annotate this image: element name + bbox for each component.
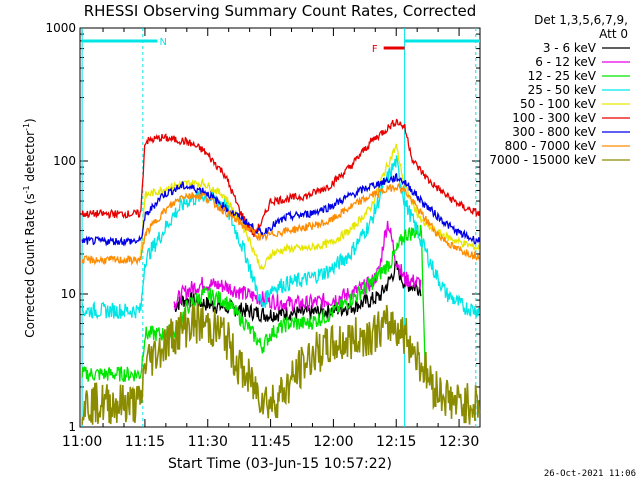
x-tick-label: 11:45 [250,434,290,450]
x-tick-label: 12:30 [439,434,479,450]
x-tick-label: 11:00 [62,434,102,450]
x-axis: 11:00 11:15 11:30 11:45 12:00 12:15 12:30 [62,28,479,450]
series-line-0 [173,260,422,324]
y-tick-label: 10 [61,287,76,301]
x-axis-label: Start Time (03-Jun-15 10:57:22) [168,456,392,472]
legend-label-5: 100 - 300 keV [512,111,596,125]
legend-label-7: 800 - 7000 keV [505,139,597,153]
annotation-layer: NF [82,37,480,55]
annotation-label-1: F [372,44,378,55]
x-tick-label: 11:15 [125,434,165,450]
plot-frame [79,27,481,428]
series-line-6 [81,172,481,247]
series-line-5 [81,118,481,238]
y-axis-label-sup: -1 [22,185,31,193]
y-axis-label-main: Corrected Count Rate (s [23,193,37,337]
legend-label-2: 12 - 25 keV [528,69,597,83]
y-axis: 1 10 100 1000 [45,21,480,434]
y-axis-label: Corrected Count Rate (s-1 detector-1) [22,118,37,337]
y-axis-label-sup-2: -1 [22,123,31,131]
annotation-label-0: N [159,37,166,48]
series-layer [81,118,481,425]
series-line-2 [81,224,426,383]
y-tick-label: 1 [68,420,76,434]
y-tick-label: 100 [53,154,76,168]
legend-label-0: 3 - 6 keV [543,41,597,55]
x-tick-label: 12:15 [376,434,416,450]
series-line-8 [81,302,481,425]
legend-label-3: 25 - 50 keV [528,83,597,97]
x-tick-label: 11:30 [188,434,228,450]
legend-header-line-1: Det 1,3,5,6,7,9, [534,13,628,27]
chart-title: RHESSI Observing Summary Count Rates, Co… [84,2,477,20]
legend-header-line-2: Att 0 [599,27,628,41]
y-axis-label-tail: detector [23,131,37,186]
legend-label-1: 6 - 12 keV [535,55,597,69]
legend-label-4: 50 - 100 keV [520,97,597,111]
y-tick-label: 1000 [45,21,76,35]
legend-label-6: 300 - 800 keV [512,125,596,139]
footer-timestamp: 26-Oct-2021 11:06 [544,469,636,479]
x-tick-label: 12:00 [313,434,353,450]
legend-label-8: 7000 - 15000 keV [489,153,596,167]
series-line-3 [81,155,480,320]
y-axis-label-close: ) [23,118,37,123]
plot-area [79,27,481,428]
series-line-7 [81,183,481,266]
series-line-4 [140,143,480,271]
